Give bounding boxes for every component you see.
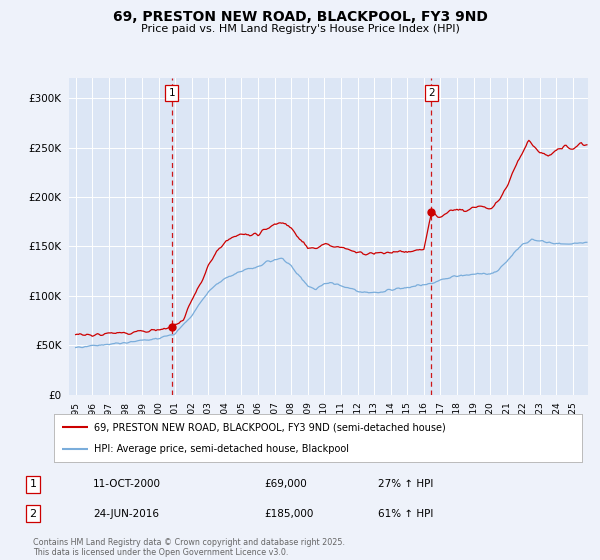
Text: 61% ↑ HPI: 61% ↑ HPI bbox=[378, 508, 433, 519]
Text: 2: 2 bbox=[428, 88, 435, 98]
Text: £185,000: £185,000 bbox=[264, 508, 313, 519]
Text: 24-JUN-2016: 24-JUN-2016 bbox=[93, 508, 159, 519]
Text: Price paid vs. HM Land Registry's House Price Index (HPI): Price paid vs. HM Land Registry's House … bbox=[140, 24, 460, 34]
Text: 69, PRESTON NEW ROAD, BLACKPOOL, FY3 9ND: 69, PRESTON NEW ROAD, BLACKPOOL, FY3 9ND bbox=[113, 10, 487, 24]
Text: 2: 2 bbox=[29, 508, 37, 519]
Text: Contains HM Land Registry data © Crown copyright and database right 2025.
This d: Contains HM Land Registry data © Crown c… bbox=[33, 538, 345, 557]
Text: £69,000: £69,000 bbox=[264, 479, 307, 489]
Text: HPI: Average price, semi-detached house, Blackpool: HPI: Average price, semi-detached house,… bbox=[94, 444, 349, 454]
Text: 69, PRESTON NEW ROAD, BLACKPOOL, FY3 9ND (semi-detached house): 69, PRESTON NEW ROAD, BLACKPOOL, FY3 9ND… bbox=[94, 422, 445, 432]
Text: 27% ↑ HPI: 27% ↑ HPI bbox=[378, 479, 433, 489]
Text: 1: 1 bbox=[169, 88, 175, 98]
Text: 1: 1 bbox=[29, 479, 37, 489]
Text: 11-OCT-2000: 11-OCT-2000 bbox=[93, 479, 161, 489]
